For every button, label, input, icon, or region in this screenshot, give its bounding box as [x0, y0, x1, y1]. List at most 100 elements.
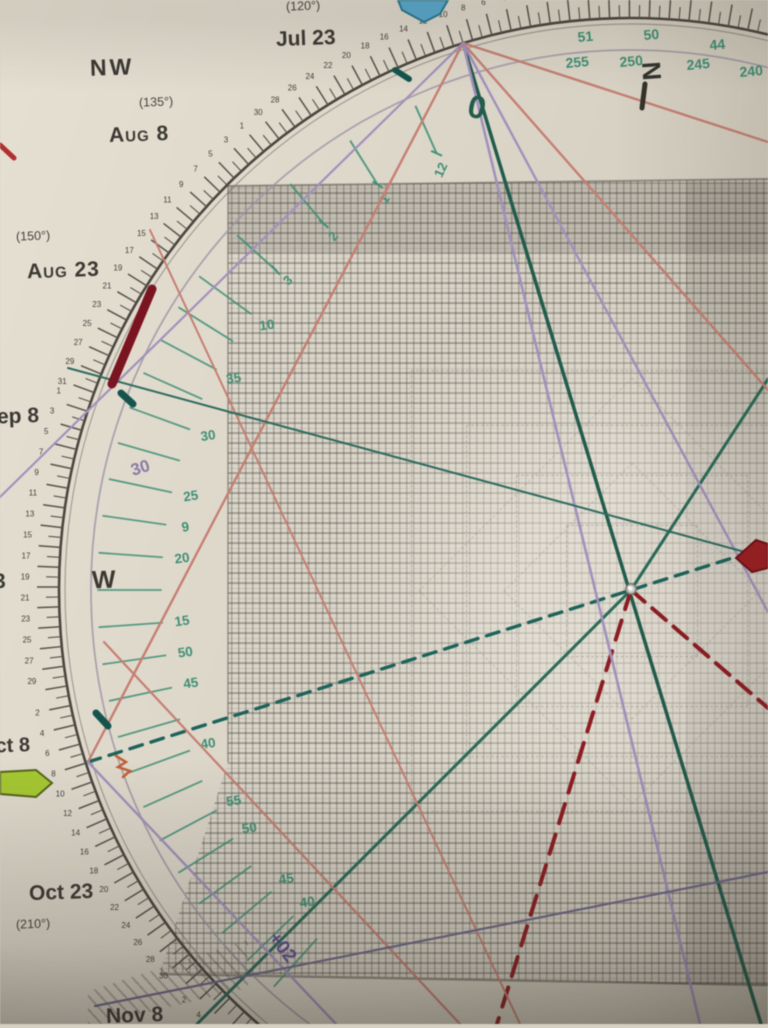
ring-tick-label: 15	[137, 229, 146, 238]
date-label-sep-8: Sep 8	[0, 405, 39, 428]
ring-tick-label: 28	[146, 955, 155, 964]
ring-tick-label: 30	[159, 972, 168, 981]
ring-tick-label: 6	[45, 749, 50, 758]
ring-tick-label: 14	[399, 24, 408, 33]
ring-tick	[748, 9, 752, 31]
ring-tick-label: 29	[27, 677, 36, 686]
green-scale-leader	[110, 688, 172, 701]
ring-tick-label: 16	[380, 33, 389, 42]
ring-tick-label: 22	[324, 61, 333, 70]
ring-tick-label: 21	[103, 282, 112, 291]
ring-tick	[51, 516, 64, 518]
ring-tick	[89, 347, 109, 356]
ring-tick	[141, 270, 152, 277]
ring-tick	[234, 148, 249, 164]
ring-tick	[48, 536, 61, 537]
azimuth-label-120: (120°)	[286, 0, 321, 13]
ring-tick	[62, 456, 75, 459]
ring-tick	[128, 274, 147, 286]
ring-tick	[127, 881, 138, 888]
ring-tick	[102, 341, 114, 347]
ring-tick	[316, 86, 328, 105]
hour-line	[237, 235, 276, 270]
ring-tick	[67, 436, 80, 439]
ring-tick	[46, 484, 68, 488]
green-scale-leader	[200, 866, 251, 903]
ring-tick	[402, 52, 407, 64]
ring-tick	[282, 109, 295, 127]
ring-tick	[99, 828, 111, 833]
ring-tick	[161, 930, 171, 938]
ring-tick	[186, 969, 202, 984]
ring-tick	[263, 135, 271, 145]
ring-tick-label: 25	[83, 319, 92, 328]
ring-tick	[758, 19, 761, 32]
ring-tick	[312, 99, 319, 110]
ring-tick	[467, 19, 473, 40]
green-scale-leader	[103, 655, 165, 664]
ring-tick-label: 25	[23, 635, 32, 644]
ring-tick	[37, 566, 59, 567]
ring-tick	[60, 715, 73, 718]
ring-tick-label: 2	[182, 995, 187, 1004]
ring-tick	[55, 444, 76, 449]
ring-tick	[547, 2, 550, 24]
ring-tick	[365, 69, 371, 81]
ring-tick	[86, 379, 98, 384]
ring-tick	[299, 97, 311, 115]
ring-tick	[334, 76, 345, 95]
green-azimuth-number: 240	[739, 62, 764, 80]
ring-tick-label: 8	[461, 4, 466, 13]
ring-tick-label: 6	[481, 0, 486, 7]
ring-tick	[98, 328, 118, 338]
ring-tick	[164, 237, 174, 245]
green-scale-number: 55	[225, 792, 242, 809]
date-label-aug-23: Aug 23	[27, 259, 101, 283]
ring-tick-label: 28	[271, 96, 280, 105]
date-label-aug-8: Aug 8	[109, 123, 170, 146]
ring-tick	[507, 9, 512, 31]
ring-tick	[518, 16, 521, 29]
ring-tick	[218, 176, 227, 185]
ring-tick	[659, 6, 660, 19]
green-scale-number: 40	[200, 735, 217, 752]
ring-tick	[408, 39, 416, 59]
ring-tick	[48, 637, 61, 638]
bold-ring-mark	[642, 84, 645, 108]
azimuth-label-135: (135°)	[139, 95, 174, 109]
ring-tick	[125, 889, 144, 901]
ring-tick	[107, 310, 126, 320]
green-scale-leader	[103, 516, 165, 525]
ring-tick	[204, 177, 220, 192]
ring-tick-label: 4	[502, 0, 507, 2]
compass-label-w: W	[92, 568, 116, 594]
ring-tick	[83, 791, 95, 796]
ring-tick	[49, 705, 71, 709]
ring-tick-label: 5	[44, 427, 49, 436]
ring-tick	[95, 837, 115, 846]
ring-tick	[130, 287, 141, 294]
ring-tick	[93, 360, 105, 365]
ring-tick	[164, 223, 181, 237]
ring-tick	[108, 846, 120, 852]
ring-tick	[279, 123, 287, 133]
ring-tick	[79, 398, 91, 402]
ring-tick	[39, 546, 61, 548]
ring-tick-label: 16	[80, 848, 89, 857]
ring-tick-label: 9	[179, 180, 184, 189]
ring-tick-label: 8	[51, 769, 56, 778]
green-scale-leader	[130, 751, 189, 773]
green-scale-number: 20	[174, 550, 191, 567]
ring-tick	[54, 496, 67, 498]
green-scale-leader	[160, 811, 216, 841]
ring-tick-label: 17	[22, 551, 31, 560]
azimuth-label-210: (210°)	[16, 917, 51, 931]
ring-tick	[248, 148, 257, 158]
hour-line	[350, 141, 378, 185]
ring-tick-label: 19	[113, 264, 122, 273]
ring-tick	[679, 7, 680, 20]
ring-tick	[728, 5, 732, 27]
hour-line	[290, 184, 323, 224]
ring-tick	[148, 922, 166, 935]
green-scale-number: 10	[258, 317, 275, 334]
